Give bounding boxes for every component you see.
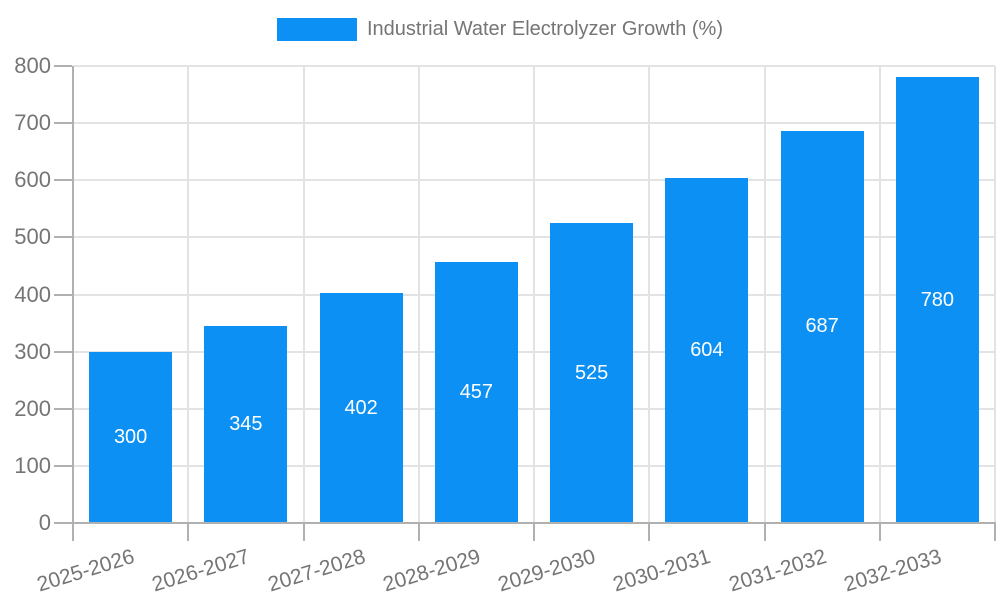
legend-swatch <box>276 18 357 41</box>
bar-value-label: 780 <box>920 288 955 311</box>
bar: 402 <box>319 293 403 523</box>
y-axis-tick-label: 500 <box>14 224 51 250</box>
x-axis-tick-label: 2029-2030 <box>495 545 599 597</box>
x-axis-tick <box>417 523 420 541</box>
x-axis-tick <box>72 523 74 541</box>
x-axis-tick-label: 2026-2027 <box>149 545 253 597</box>
bar: 345 <box>204 325 288 523</box>
x-axis-tick <box>648 523 651 541</box>
y-axis-tick-label: 700 <box>14 110 51 136</box>
y-axis-tick <box>54 350 72 353</box>
y-axis-tick <box>54 464 72 467</box>
y-axis-tick <box>54 236 72 239</box>
grid-line-v <box>994 66 996 523</box>
x-axis-tick <box>994 523 996 541</box>
grid-line-v <box>533 66 535 523</box>
y-axis-tick-label: 800 <box>14 53 51 78</box>
y-axis-line <box>72 66 74 525</box>
grid-line-v <box>648 66 651 523</box>
grid-line-v <box>763 66 766 523</box>
legend-label: Industrial Water Electrolyzer Growth (%) <box>366 18 723 40</box>
x-axis-tick-label: 2030-2031 <box>610 545 714 597</box>
x-axis-tick <box>302 523 305 541</box>
x-axis-tick-label: 2028-2029 <box>380 545 484 597</box>
x-axis-tick-label: 2027-2028 <box>265 545 368 597</box>
bar-value-label: 457 <box>459 380 494 403</box>
y-axis-tick <box>54 522 72 524</box>
y-axis-tick-label: 400 <box>14 281 51 307</box>
y-axis-tick-label: 0 <box>38 510 51 535</box>
x-axis-tick <box>763 523 766 541</box>
bar: 300 <box>89 351 173 523</box>
bar: 457 <box>434 261 518 523</box>
y-axis-tick <box>54 179 72 182</box>
y-axis-tick-label: 200 <box>14 395 51 421</box>
y-axis-tick <box>54 122 72 125</box>
bar-value-label: 345 <box>229 412 263 435</box>
bar: 687 <box>780 130 864 523</box>
bar-value-label: 604 <box>690 338 724 361</box>
x-axis-tick <box>878 523 881 541</box>
x-axis-tick <box>533 523 535 541</box>
bar-value-label: 687 <box>805 315 839 338</box>
bar-value-label: 402 <box>344 396 378 419</box>
y-axis-tick <box>54 407 72 410</box>
grid-line-v <box>417 66 420 523</box>
bar-value-label: 300 <box>113 425 148 448</box>
y-axis-tick <box>54 65 72 67</box>
x-axis-tick-label: 2025-2026 <box>34 545 138 597</box>
bar-value-label: 525 <box>574 361 609 384</box>
y-axis-tick-label: 100 <box>14 452 51 478</box>
y-axis-tick-label: 600 <box>14 167 51 193</box>
x-axis-tick-label: 2032-2033 <box>841 545 945 597</box>
x-axis-tick <box>187 523 190 541</box>
grid-line-v <box>878 66 881 523</box>
legend: Industrial Water Electrolyzer Growth (%) <box>0 18 1000 41</box>
x-axis-tick-label: 2031-2032 <box>726 545 829 597</box>
bar: 525 <box>550 223 634 523</box>
bar: 604 <box>665 177 749 523</box>
grid-line-v <box>187 66 190 523</box>
bar: 780 <box>895 77 979 523</box>
y-axis-tick-label: 300 <box>14 338 51 364</box>
grid-line-v <box>302 66 305 523</box>
y-axis-tick <box>54 293 72 296</box>
